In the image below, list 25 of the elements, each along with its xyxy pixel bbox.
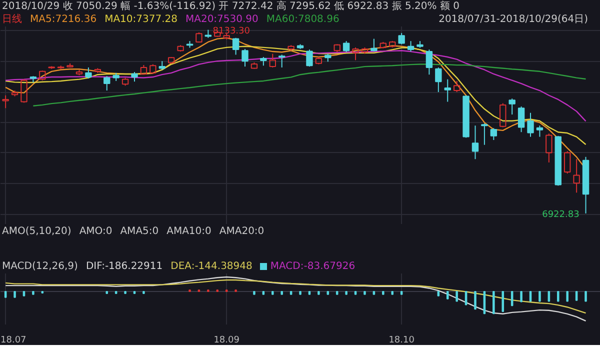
x-tick-label: 18.09 bbox=[214, 336, 240, 346]
chart-title: 2018/10/29 收 7050.29 幅 -1.63%(-116.92) 开 7272.42 高 7295.62 低 6922.83 振 5.20% 额 0 bbox=[2, 0, 460, 13]
x-tick-label: 18.07 bbox=[0, 336, 26, 346]
candlestick bbox=[472, 125, 479, 160]
text: MA60:7808.96 bbox=[266, 13, 340, 26]
chart-title: MACD(12,26,9) bbox=[2, 260, 78, 273]
annotation: 8133.30 bbox=[212, 26, 250, 36]
series-label: DEA:-144.38948 bbox=[170, 260, 252, 273]
text: AMO:0 bbox=[79, 226, 112, 237]
legend-title: 日线 bbox=[2, 13, 22, 26]
text: AMA5:0 bbox=[120, 226, 159, 237]
candlestick bbox=[444, 78, 451, 102]
text: MA5:7216.36 bbox=[30, 13, 97, 26]
text: AMA10:0 bbox=[166, 226, 212, 237]
candlestick bbox=[527, 112, 534, 138]
text: 2018/07/31-2018/10/29(64日) bbox=[438, 14, 588, 25]
series-label: DIF:-186.22911 bbox=[86, 260, 163, 273]
x-tick-label: 18.10 bbox=[388, 336, 415, 346]
text: MA20:7530.90 bbox=[185, 13, 258, 26]
legend-label: MACD:-83.67926 bbox=[270, 260, 356, 273]
text: AMO(5,10,20) bbox=[2, 226, 72, 237]
text: MA10:7377.28 bbox=[104, 13, 178, 26]
candlestick bbox=[573, 158, 580, 194]
annotation: 6922.83 bbox=[542, 210, 580, 220]
text: AMA20:0 bbox=[219, 226, 264, 237]
